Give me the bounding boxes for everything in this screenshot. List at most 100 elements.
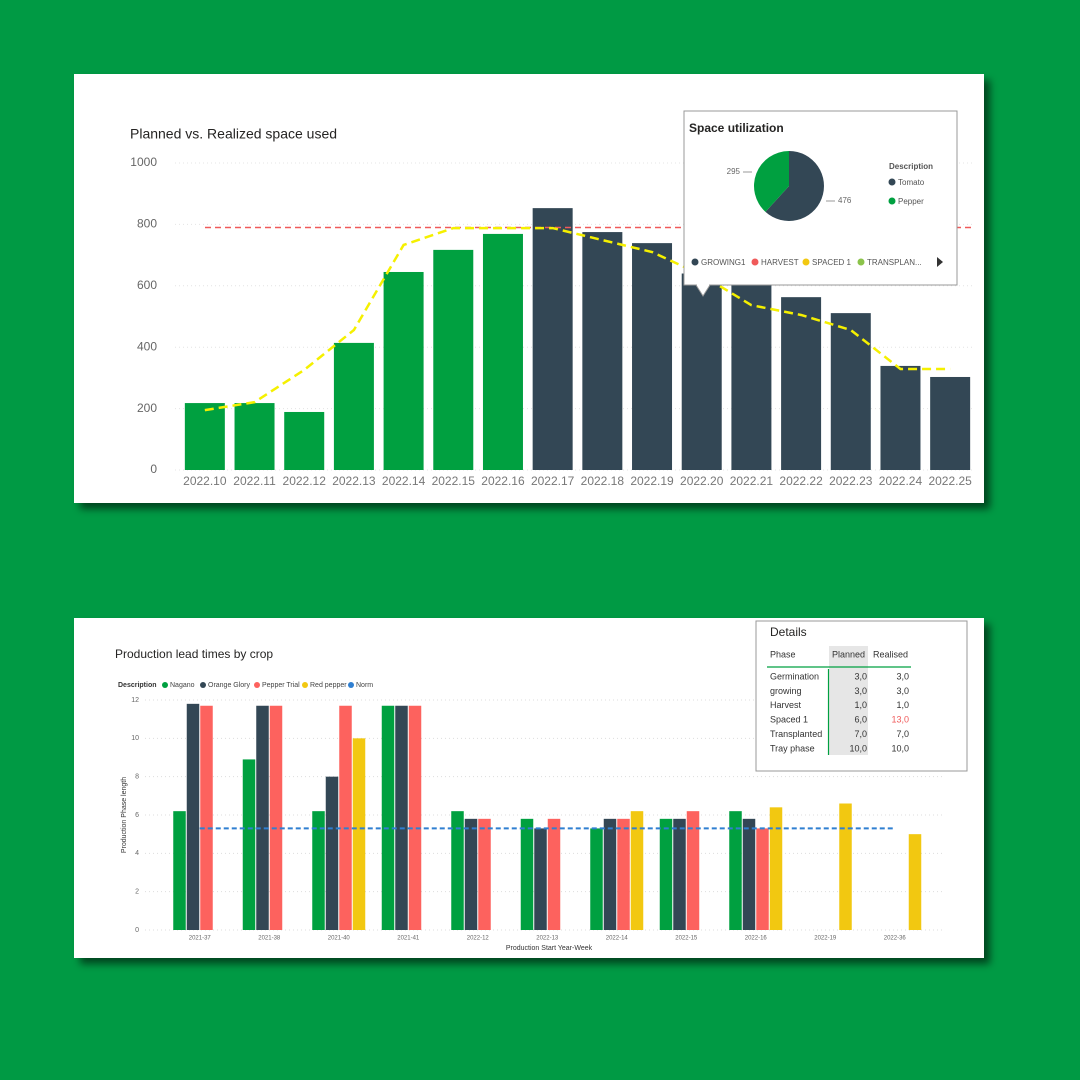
column-shade xyxy=(829,646,868,755)
x-tick-label: 2022.11 xyxy=(233,474,276,488)
bar xyxy=(681,273,722,470)
data-label: 476 xyxy=(838,196,852,205)
bar xyxy=(630,811,644,930)
legend-dot xyxy=(857,258,865,266)
table-cell: Germination xyxy=(770,671,819,681)
bar xyxy=(534,828,547,930)
x-tick-label: 2022.25 xyxy=(928,474,972,488)
x-tick-label: 2022.10 xyxy=(183,474,227,488)
legend-label: Orange Glory xyxy=(208,682,251,689)
x-tick-label: 2021-41 xyxy=(397,936,420,942)
bar xyxy=(433,249,474,470)
bar xyxy=(520,818,534,930)
table-cell: 3,0 xyxy=(854,671,867,681)
bar xyxy=(617,818,630,930)
legend-dot xyxy=(348,682,354,688)
bar xyxy=(339,705,352,930)
table-cell: Tray phase xyxy=(770,743,815,753)
x-tick-label: 2021-37 xyxy=(189,936,212,942)
legend-label: Nagano xyxy=(170,682,195,689)
legend-dot xyxy=(200,682,206,688)
scroll-arrow[interactable] xyxy=(937,257,943,267)
tooltip: Space utilization Description 476 Tomato 2… xyxy=(683,110,958,297)
bar xyxy=(532,208,573,470)
space-chart: Planned vs. Realized space used 0 200 400 6… xyxy=(130,126,975,488)
x-tick-label: 2022.14 xyxy=(382,474,426,488)
pie-title: Space utilization xyxy=(689,121,784,135)
legend-label: GROWING1 xyxy=(701,258,746,267)
chart-title: Planned vs. Realized space used xyxy=(130,126,337,142)
y-tick-label: 800 xyxy=(137,217,157,231)
bar xyxy=(482,233,523,470)
x-tick-label: 2022-19 xyxy=(814,936,837,942)
bar xyxy=(184,403,225,470)
line xyxy=(204,226,951,412)
legend-dot xyxy=(162,682,168,688)
x-tick-label: 2022-12 xyxy=(467,936,490,942)
x-tick-label: 2022.12 xyxy=(283,474,327,488)
bar xyxy=(731,279,772,470)
x-tick-label: 2022.22 xyxy=(779,474,823,488)
bar xyxy=(333,342,374,470)
y-tick-label: 600 xyxy=(137,278,157,292)
x-tick-label: 2022.18 xyxy=(581,474,625,488)
y-tick-label: 12 xyxy=(131,697,139,704)
y-tick-label: 200 xyxy=(137,401,157,415)
table-cell: 6,0 xyxy=(854,715,867,725)
legend-dot xyxy=(888,197,896,205)
legend-label: Pepper Trial xyxy=(262,682,300,689)
bar xyxy=(686,811,700,930)
legend-label: TRANSPLAN... xyxy=(867,258,922,267)
bar xyxy=(256,705,269,930)
lead-time-chart: Production lead times by crop Descriptio… xyxy=(115,647,945,952)
legend-dot xyxy=(302,682,308,688)
bar xyxy=(673,818,686,930)
bar xyxy=(312,811,325,930)
x-tick-label: 2022.20 xyxy=(680,474,724,488)
legend-label: Norm xyxy=(356,682,373,689)
legend-label: Pepper xyxy=(898,197,924,206)
table-cell: 3,0 xyxy=(896,686,909,696)
bar xyxy=(383,271,424,470)
table-header: Planned xyxy=(832,649,865,659)
bar xyxy=(742,818,756,930)
table-cell: 7,0 xyxy=(854,729,867,739)
table-cell: Transplanted xyxy=(770,729,822,739)
table-cell: Harvest xyxy=(770,700,802,710)
legend-label: Tomato xyxy=(898,178,925,187)
legend-label: Red pepper xyxy=(310,682,347,689)
x-tick-label: 2022.19 xyxy=(630,474,674,488)
table-cell: growing xyxy=(770,686,802,696)
pie-slice xyxy=(754,151,789,212)
table-cell: 3,0 xyxy=(896,671,909,681)
table-cell: 3,0 xyxy=(854,686,867,696)
table-title: Details xyxy=(770,625,807,639)
y-tick-label: 0 xyxy=(135,927,139,934)
bar xyxy=(325,776,339,930)
y-tick-label: 0 xyxy=(150,462,157,476)
legend-title: Description xyxy=(889,162,933,171)
bar xyxy=(547,818,561,930)
bar xyxy=(464,818,478,930)
bar xyxy=(659,818,673,930)
pie-slice xyxy=(765,151,824,222)
bar xyxy=(381,705,395,930)
legend-dot xyxy=(691,258,699,266)
x-tick-label: 2022-15 xyxy=(675,936,698,942)
chart-title: Production lead times by crop xyxy=(115,647,273,661)
bar xyxy=(769,807,783,930)
table-cell: 10,0 xyxy=(849,743,867,753)
table-header: Realised xyxy=(873,649,908,659)
bar xyxy=(830,313,871,470)
bar xyxy=(408,705,422,930)
x-tick-label: 2022.23 xyxy=(829,474,873,488)
y-tick-label: 1000 xyxy=(130,155,157,169)
legend-dot xyxy=(888,178,896,186)
bar xyxy=(781,297,822,470)
x-tick-label: 2022-16 xyxy=(745,936,768,942)
bar xyxy=(582,232,623,470)
bar xyxy=(284,411,325,470)
bar xyxy=(839,803,852,930)
